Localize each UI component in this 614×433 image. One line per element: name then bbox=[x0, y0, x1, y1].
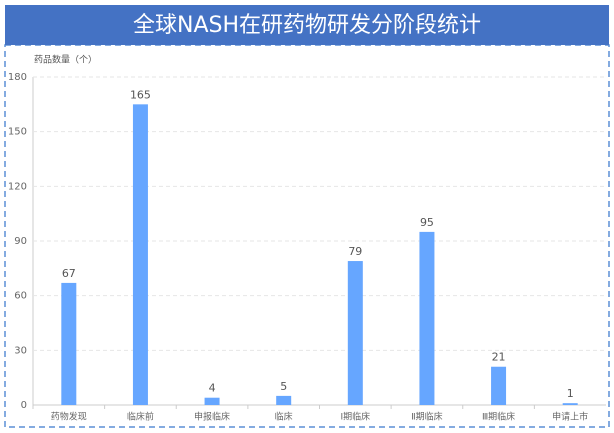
y-tick-label: 120 bbox=[8, 181, 27, 192]
bar bbox=[347, 261, 363, 405]
x-tick-label: 申请上市 bbox=[552, 411, 588, 423]
data-label: 4 bbox=[209, 382, 216, 395]
data-label: 5 bbox=[280, 380, 287, 393]
y-tick-label: 180 bbox=[8, 72, 27, 83]
bar bbox=[61, 282, 77, 405]
y-tick-label: 60 bbox=[14, 291, 27, 302]
y-tick-label: 150 bbox=[8, 127, 27, 138]
bar bbox=[204, 397, 220, 405]
data-label: 21 bbox=[492, 351, 506, 364]
x-tick-label: 药物发现 bbox=[51, 411, 87, 423]
y-tick-label: 30 bbox=[14, 345, 27, 356]
data-label: 67 bbox=[62, 267, 76, 280]
data-label: 165 bbox=[130, 88, 151, 101]
chart-title: 全球NASH在研药物研发分阶段统计 bbox=[133, 13, 481, 38]
bar bbox=[491, 366, 507, 405]
bar bbox=[419, 231, 435, 405]
data-label: 79 bbox=[348, 245, 362, 258]
bar bbox=[132, 104, 148, 405]
x-tick-label: Ⅲ期临床 bbox=[482, 411, 515, 423]
y-tick-label: 90 bbox=[14, 236, 27, 247]
x-tick-label: Ⅰ期临床 bbox=[340, 411, 370, 423]
bar bbox=[276, 395, 292, 405]
x-tick-label: 临床前 bbox=[127, 411, 154, 423]
x-tick-label: 申报临床 bbox=[194, 411, 230, 423]
y-axis-label: 药品数量（个） bbox=[34, 54, 97, 66]
data-label: 1 bbox=[567, 387, 574, 400]
frame bbox=[4, 44, 610, 428]
data-label: 95 bbox=[420, 216, 434, 229]
x-tick-label: Ⅱ期临床 bbox=[411, 411, 442, 423]
title-banner bbox=[5, 5, 609, 45]
y-tick-label: 0 bbox=[21, 400, 27, 411]
x-tick-label: 临床 bbox=[275, 411, 293, 423]
bar bbox=[562, 403, 578, 405]
